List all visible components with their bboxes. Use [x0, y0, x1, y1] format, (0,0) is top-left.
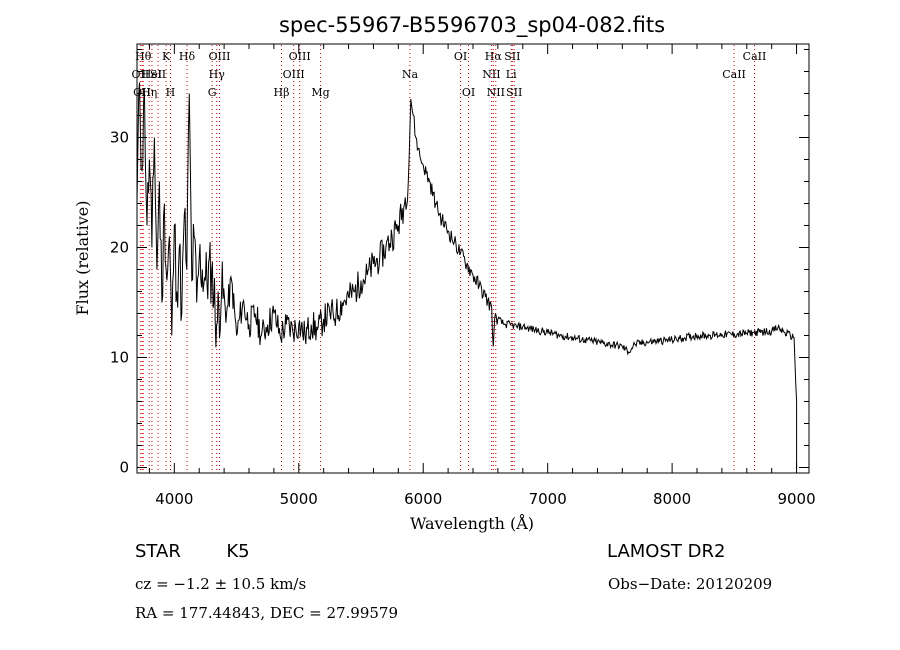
- y-tick-label-3: 30: [110, 129, 129, 147]
- line-label-7: H: [166, 86, 176, 99]
- line-label-17: OI: [454, 50, 467, 63]
- x-tick-label-1: 5000: [280, 490, 318, 508]
- x-tick-label-3: 7000: [529, 490, 567, 508]
- line-label-1: OII: [132, 68, 150, 81]
- y-tick-label-1: 10: [110, 349, 129, 367]
- line-label-5: SII: [150, 68, 166, 81]
- line-label-22: Li: [506, 68, 517, 81]
- line-label-24: SII: [506, 86, 522, 99]
- survey-name: LAMOST DR2: [607, 541, 726, 562]
- line-label-21: NII: [487, 86, 505, 99]
- redshift-cz: cz = −1.2 ± 10.5 km/s: [135, 575, 307, 593]
- line-label-11: OIII: [208, 50, 230, 63]
- line-label-0: Hθ: [135, 50, 152, 63]
- coordinates: RA = 177.44843, DEC = 27.99579: [135, 604, 399, 622]
- x-tick-label-2: 6000: [404, 490, 442, 508]
- line-label-14: OIII: [289, 50, 311, 63]
- line-label-16: Na: [402, 68, 419, 81]
- line-label-23: SII: [504, 50, 520, 63]
- x-tick-label-4: 8000: [653, 490, 691, 508]
- object-class: STAR K5: [135, 541, 250, 562]
- axis-ticks: [137, 44, 809, 473]
- x-tick-label-5: 9000: [777, 490, 815, 508]
- line-label-10: Hγ: [209, 68, 226, 81]
- line-label-25: CaII: [722, 68, 746, 81]
- plot-frame: [136, 43, 810, 474]
- line-label-3: Hη: [141, 86, 157, 99]
- line-label-12: Hβ: [274, 86, 290, 99]
- spectral-line-labels: HθOIIOIIHηHeISIIKHHδGHγOIIIHβOIIIOIIIMgN…: [132, 50, 767, 99]
- object-type: STAR: [135, 541, 181, 562]
- line-label-8: Hδ: [179, 50, 196, 63]
- y-axis-label: Flux (relative): [73, 201, 92, 316]
- line-label-19: NII: [482, 68, 500, 81]
- x-tick-label-0: 4000: [155, 490, 193, 508]
- line-label-15: Mg: [311, 86, 329, 99]
- line-label-9: G: [208, 86, 217, 99]
- line-label-13: OIII: [283, 68, 305, 81]
- line-label-26: CaII: [743, 50, 767, 63]
- y-tick-label-2: 20: [110, 239, 129, 257]
- line-label-4: HeI: [142, 68, 162, 81]
- y-tick-label-0: 0: [119, 459, 129, 477]
- line-label-6: K: [162, 50, 171, 63]
- object-subclass: K5: [226, 541, 250, 562]
- x-axis-label: Wavelength (Å): [410, 513, 534, 533]
- line-label-20: Hα: [485, 50, 503, 63]
- spectral-line-markers: [139, 45, 755, 473]
- chart-title: spec-55967-B5596703_sp04-082.fits: [279, 13, 665, 38]
- axis-tick-labels: 4000 5000 6000 7000 8000 9000 0 10 20 30: [110, 129, 816, 509]
- line-label-18: OI: [462, 86, 475, 99]
- line-label-2: OII: [133, 86, 151, 99]
- spectrum-line: [136, 82, 798, 468]
- observation-date: Obs−Date: 20120209: [608, 575, 773, 593]
